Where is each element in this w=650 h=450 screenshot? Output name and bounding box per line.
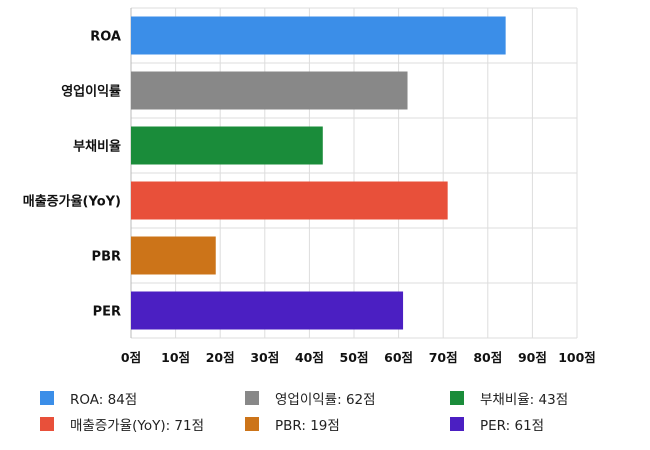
legend-swatch	[40, 417, 54, 431]
bar	[131, 291, 404, 330]
bar	[131, 126, 323, 165]
legend-swatch	[450, 391, 464, 405]
bar	[131, 181, 448, 220]
legend-label: 부채비율: 43점	[480, 392, 569, 408]
legend-swatch	[245, 417, 259, 431]
x-tick-label: 30점	[250, 350, 279, 365]
legend-swatch	[40, 391, 54, 405]
legend-label: 매출증가율(YoY): 71점	[70, 418, 205, 434]
legend-label: 영업이익률: 62점	[275, 392, 376, 408]
x-tick-label: 50점	[340, 350, 369, 365]
bar	[131, 16, 506, 55]
x-tick-label: 90점	[518, 350, 547, 365]
x-tick-label: 20점	[206, 350, 235, 365]
category-label: 부채비율	[73, 139, 121, 155]
legend-label: PBR: 19점	[275, 418, 340, 434]
x-tick-label: 80점	[473, 350, 502, 365]
category-label: PER	[93, 305, 121, 320]
x-tick-label: 100점	[558, 350, 596, 365]
legend-item: 매출증가율(YoY): 71점	[40, 414, 204, 434]
legend-swatch	[450, 417, 464, 431]
x-tick-label: 70점	[429, 350, 458, 365]
category-label: ROA	[90, 30, 121, 45]
x-tick-label: 0점	[121, 350, 141, 365]
legend-item: PER: 61점	[450, 414, 544, 434]
grid-lines	[130, 7, 578, 339]
legend-item: 부채비율: 43점	[450, 388, 568, 408]
x-tick-label: 40점	[295, 350, 324, 365]
x-tick-label: 60점	[384, 350, 413, 365]
legend-item: 영업이익률: 62점	[245, 388, 376, 408]
bars	[131, 16, 506, 330]
legend-label: ROA: 84점	[70, 392, 138, 408]
category-label: 매출증가율(YoY)	[23, 194, 121, 210]
category-label: PBR	[92, 250, 121, 265]
category-label: 영업이익률	[61, 84, 121, 100]
x-tick-labels: 0점 10점 20점 30점 40점 50점 60점 70점 80점 90점 100점	[121, 350, 596, 365]
bar	[131, 71, 408, 110]
legend-label: PER: 61점	[480, 418, 545, 434]
legend-item: ROA: 84점	[40, 388, 137, 408]
legend-swatch	[245, 391, 259, 405]
bar	[131, 236, 216, 275]
legend-item: PBR: 19점	[245, 414, 340, 434]
x-tick-label: 10점	[161, 350, 190, 365]
